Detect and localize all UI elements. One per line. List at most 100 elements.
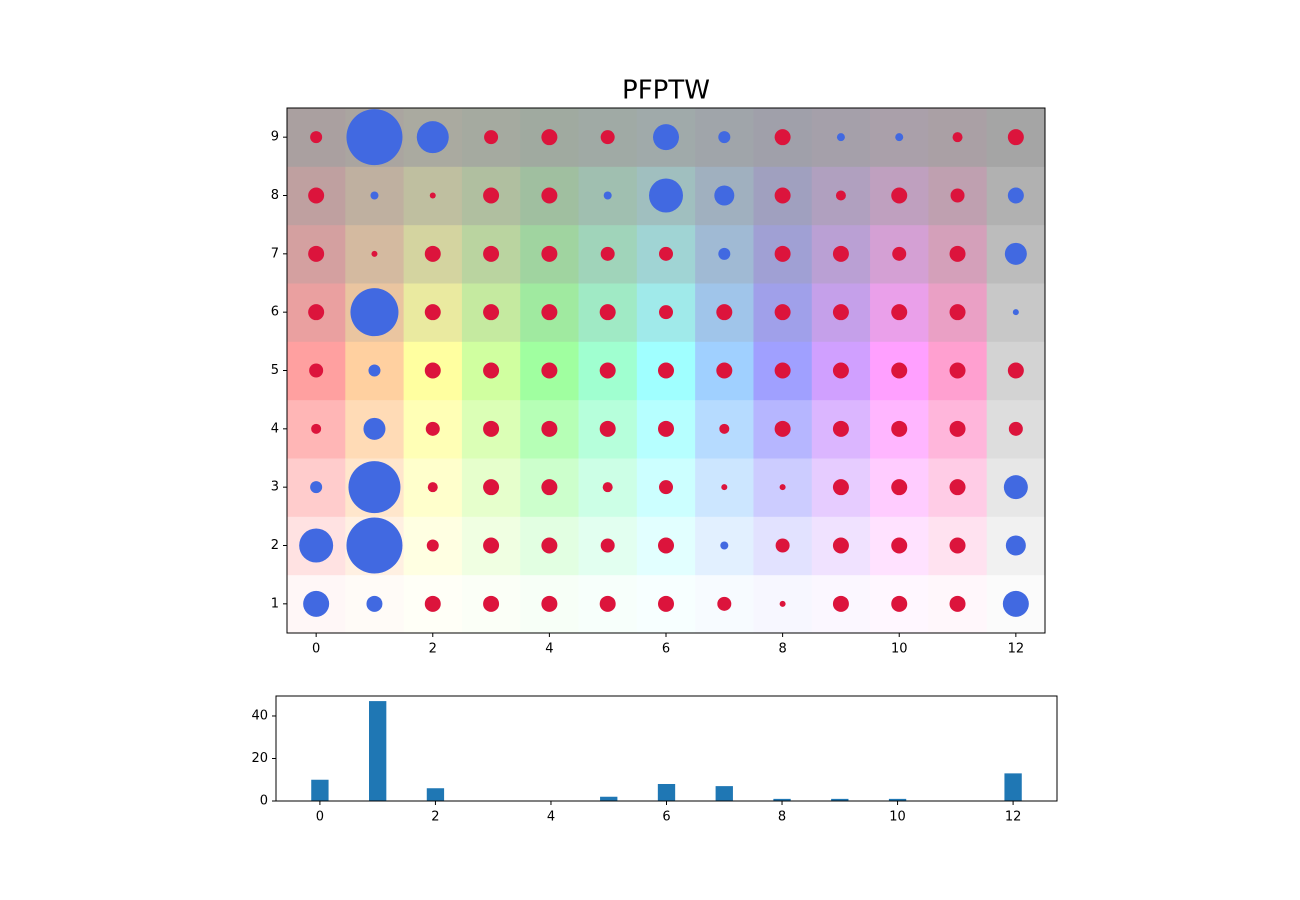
bubble [1008,421,1023,436]
bubble [716,304,733,321]
bubble [835,190,846,201]
y-tick-label: 20 [251,751,268,766]
bubble [649,178,683,213]
chart-title: PFPTW [622,76,710,106]
x-tick-label: 0 [312,642,320,657]
x-tick-label: 2 [431,810,439,825]
y-tick-label: 1 [271,596,279,611]
bar [369,701,387,801]
bubble [600,538,615,553]
bubble [600,246,615,261]
bubble [774,304,791,321]
bubble [424,304,441,321]
bubble [659,480,673,495]
bubble [832,304,849,321]
bubble [599,362,616,379]
y-tick-label: 2 [271,538,279,553]
bar [600,796,618,801]
bubble [350,288,399,337]
bubble [659,305,673,320]
bubble [653,124,679,151]
bubble [718,131,731,144]
bubble [774,420,791,437]
bubble [371,250,378,257]
bubble [891,537,908,554]
bubble [721,484,728,491]
bubble [949,362,966,379]
y-tick-label: 6 [271,305,279,320]
bubble [949,245,966,262]
bubble [775,538,790,553]
bubble [895,133,904,142]
bubble [952,132,963,143]
bubble [658,362,674,379]
bubble [363,417,386,440]
bubble [774,245,791,262]
bubble [426,539,439,552]
bubble [370,191,379,200]
bar [715,786,733,801]
bubble [541,304,558,321]
bubble [541,245,558,262]
bubble [311,423,322,434]
bubble [719,423,730,434]
bubble [366,595,383,612]
bubble [774,187,791,204]
bubble [308,187,325,204]
bubble [541,129,558,146]
bubble [346,109,403,166]
bubble [483,187,500,204]
bubble [541,420,558,437]
bubble [541,595,558,612]
bar [831,798,849,801]
bubble [483,595,500,612]
bubble [483,362,500,379]
bubble [429,192,436,199]
bubble [483,304,500,321]
bubble [484,130,499,145]
bubble [658,595,674,612]
bubble [308,245,325,262]
x-tick-label: 2 [429,642,437,657]
y-tick-label: 40 [251,708,268,723]
bubble [832,245,849,262]
bubble [424,595,441,612]
y-tick-label: 8 [271,188,279,203]
bubble [541,362,558,379]
bubble [424,362,441,379]
bubble [832,362,849,379]
bubble [718,247,731,260]
bubble [950,188,965,203]
bubble [836,133,845,142]
bubble [309,363,324,378]
bubble [599,420,616,437]
bubble [1005,535,1026,556]
plot-frame [275,695,1058,802]
x-tick-label: 0 [316,810,324,825]
bubble [1007,129,1024,146]
bubble [425,421,440,436]
bubble [832,479,849,496]
y-tick-label: 9 [271,130,279,145]
x-tick-label: 6 [662,642,670,657]
x-tick-label: 8 [778,810,786,825]
x-tick-label: 10 [889,810,906,825]
x-tick-label: 8 [778,642,786,657]
bubble [310,481,323,494]
bubble [1004,242,1027,265]
bubble [891,420,908,437]
bubble [348,461,401,514]
plot-frame [286,107,1046,634]
bubble [602,482,613,493]
bubble [368,364,381,377]
bubble [716,362,733,379]
y-tick-label: 4 [271,421,279,436]
bubble [483,537,500,554]
bubble [891,595,908,612]
bubble [832,420,849,437]
bubble [832,537,849,554]
bubble [1003,475,1028,500]
bar [888,798,907,801]
